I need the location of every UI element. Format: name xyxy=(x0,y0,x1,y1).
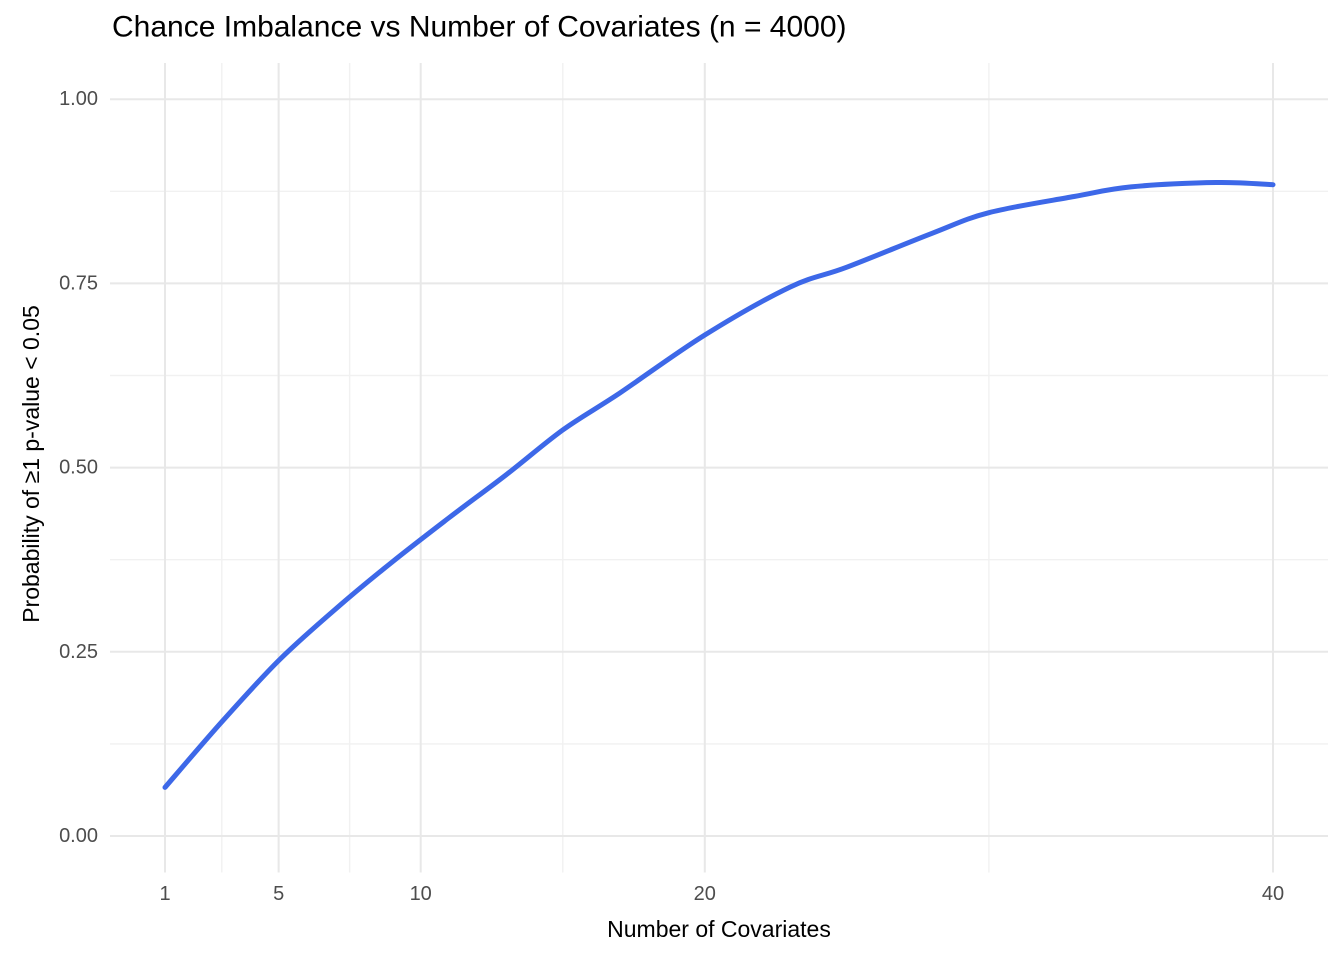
x-tick-label: 1 xyxy=(159,883,170,905)
x-axis-tick-labels: 1 5 10 20 40 xyxy=(159,883,1284,905)
grid-major-lines xyxy=(110,63,1328,873)
y-tick-label: 0.00 xyxy=(59,825,98,847)
grid-minor-lines xyxy=(110,63,1328,873)
x-tick-label: 10 xyxy=(410,883,432,905)
y-axis-label: Probability of ≥1 p-value < 0.05 xyxy=(18,305,44,623)
y-axis-tick-labels: 0.00 0.25 0.50 0.75 1.00 xyxy=(59,88,98,847)
x-tick-label: 5 xyxy=(273,883,284,905)
x-tick-label: 40 xyxy=(1262,883,1284,905)
y-tick-label: 0.50 xyxy=(59,457,98,479)
probability-curve xyxy=(162,179,1276,790)
chart-title: Chance Imbalance vs Number of Covariates… xyxy=(112,11,847,44)
x-axis-label: Number of Covariates xyxy=(607,916,831,942)
y-tick-label: 0.75 xyxy=(59,272,98,294)
x-tick-label: 20 xyxy=(694,883,716,905)
y-tick-label: 1.00 xyxy=(59,88,98,110)
y-tick-label: 0.25 xyxy=(59,641,98,663)
